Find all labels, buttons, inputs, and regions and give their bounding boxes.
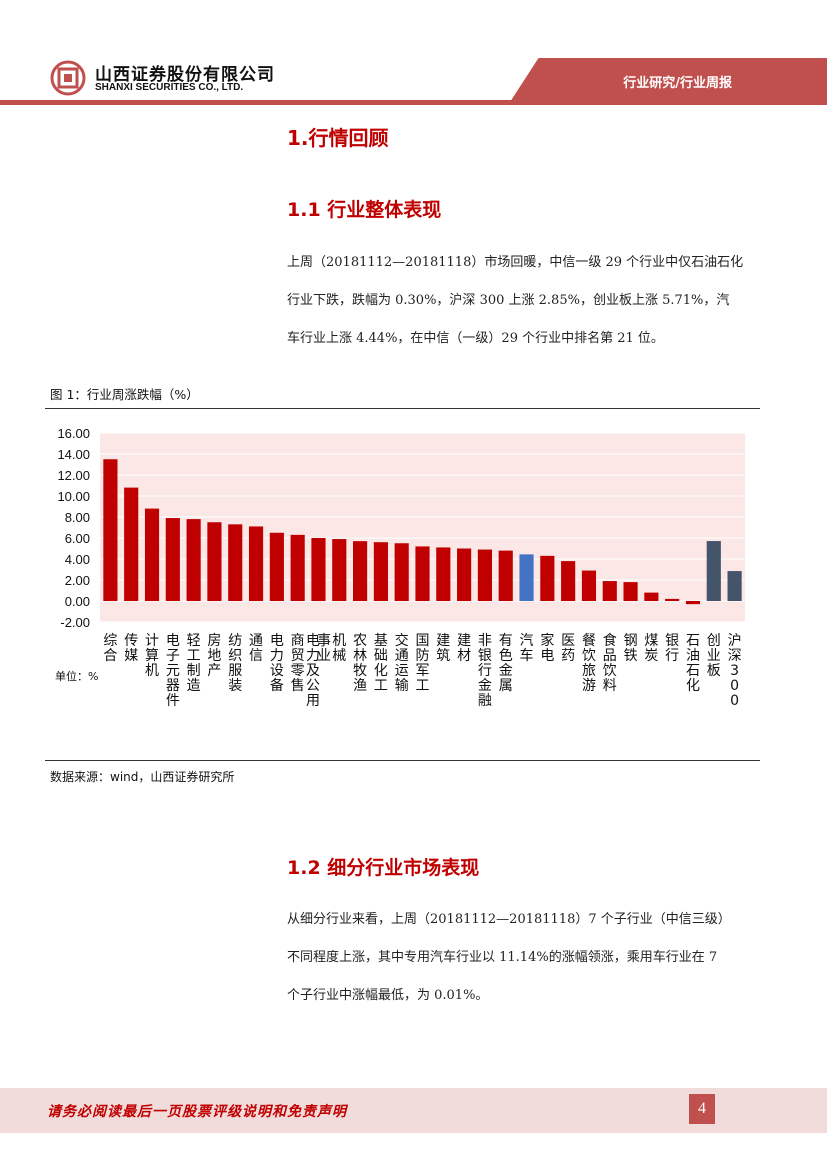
- x-tick-label: 通信: [249, 633, 263, 664]
- bar: [165, 518, 180, 601]
- bar: [581, 570, 597, 601]
- bar-chart: 16.00 14.00 12.00 10.00 8.00 6.00 4.00 2.00 0.00…: [55, 426, 745, 709]
- x-tick-label: 石油石化: [686, 633, 700, 694]
- y-tick-label: 14.00: [57, 447, 90, 462]
- bar: [623, 582, 638, 601]
- x-tick-label: 创业板: [707, 633, 721, 679]
- subsection-title-1-1: 1.1 行业整体表现: [287, 199, 442, 221]
- y-tick-label: 10.00: [57, 489, 90, 504]
- bar: [665, 598, 680, 601]
- bar: [311, 538, 326, 601]
- unit-label: 单位：%: [55, 669, 98, 683]
- bar: [498, 550, 513, 601]
- x-tick-label: 商贸零售: [291, 633, 305, 694]
- x-tick-label: 银行: [665, 633, 679, 664]
- x-tick-label: 有色金属: [499, 633, 513, 694]
- bar: [373, 542, 388, 601]
- figure-title: 图 1：行业周涨跌幅（%）: [50, 387, 199, 402]
- x-tick-label: 基础化工: [374, 632, 388, 694]
- bar: [103, 459, 118, 601]
- paragraph-line: 上周（20181112—20181118）市场回暖，中信一级 29 个行业中仅石…: [287, 255, 744, 270]
- bar: [394, 543, 409, 601]
- bar: [706, 541, 721, 601]
- paragraph-subindustry: 从细分行业来看，上周（20181112—20181118）7 个子行业（中信三级…: [287, 901, 777, 1015]
- x-tick-label: 建筑: [436, 633, 450, 664]
- y-tick-label: 6.00: [65, 531, 90, 546]
- section-tag-label: 行业研究/行业周报: [623, 76, 732, 91]
- bar: [269, 532, 284, 601]
- x-tick-label: 纺织服装: [228, 633, 242, 694]
- x-tick-label: 钢铁: [624, 633, 638, 664]
- y-tick-label: 16.00: [57, 426, 90, 441]
- y-tick-label: 2.00: [65, 573, 90, 588]
- x-tick-label: 农林牧渔: [353, 633, 367, 694]
- figure-source: 数据来源：wind，山西证券研究所: [50, 770, 235, 784]
- x-tick-label: 国防军工: [416, 633, 430, 694]
- y-tick-label: 0.00: [65, 594, 90, 609]
- subsection-title-1-2: 1.2 细分行业市场表现: [287, 857, 480, 879]
- y-tick-label: 12.00: [57, 468, 90, 483]
- bar: [540, 555, 555, 601]
- figure-bottom-rule: [45, 760, 760, 761]
- bar: [144, 508, 160, 601]
- paragraph-line: 从细分行业来看，上周（20181112—20181118）7 个子行业（中信三级…: [287, 912, 731, 927]
- company-name-cn: 山西证券股份有限公司: [95, 65, 275, 85]
- bar: [519, 554, 534, 601]
- bar: [415, 546, 430, 601]
- bar: [207, 522, 222, 601]
- x-tick-label: 餐饮旅游: [582, 633, 596, 694]
- bar: [602, 581, 617, 601]
- bar: [332, 539, 347, 601]
- x-tick-label: 食品饮料: [603, 632, 617, 694]
- bar: [124, 487, 139, 601]
- x-tick-label: 电力及公用事业: [306, 633, 331, 709]
- bar: [727, 571, 742, 601]
- paragraph-overall: 上周（20181112—20181118）市场回暖，中信一级 29 个行业中仅石…: [287, 244, 777, 358]
- company-name-en: SHANXI SECURITIES CO., LTD.: [95, 82, 244, 93]
- bar: [248, 526, 264, 601]
- x-tick-label: 轻工制造: [187, 633, 201, 694]
- bar: [685, 601, 701, 605]
- y-tick-label: 4.00: [65, 552, 90, 567]
- section-title: 1.行情回顾: [287, 126, 389, 150]
- bar: [457, 548, 472, 601]
- paragraph-line: 行业下跌，跌幅为 0.30%，沪深 300 上涨 2.85%，创业板上涨 5.7…: [287, 293, 730, 308]
- bar: [290, 534, 305, 601]
- x-tick-label: 电力设备: [270, 633, 284, 694]
- bar: [477, 549, 492, 601]
- x-tick-label: 交通运输: [395, 632, 409, 694]
- x-tick-label: 煤炭: [644, 633, 658, 664]
- x-tick-label: 家电: [540, 632, 554, 664]
- bar: [353, 541, 368, 601]
- section-tag: 行业研究/行业周报: [510, 58, 827, 102]
- x-tick-label: 医药: [561, 633, 575, 664]
- bar: [644, 592, 659, 601]
- x-tick-label: 房地产: [207, 633, 221, 679]
- x-tick-label: 电子元器件: [166, 633, 180, 709]
- x-tick-label: 沪深 3 0 0: [728, 633, 742, 709]
- page-number: 4: [689, 1094, 715, 1124]
- figure-top-rule: [45, 408, 760, 409]
- paragraph-line: 个子行业中涨幅最低，为 0.01%。: [287, 988, 489, 1003]
- x-tick-label: 机械: [332, 633, 346, 664]
- bar: [186, 519, 201, 601]
- x-tick-label: 汽车: [520, 633, 534, 664]
- bar: [436, 547, 451, 601]
- company-logo-icon: [50, 60, 86, 96]
- header-divider: [0, 100, 827, 105]
- paragraph-line: 车行业上涨 4.44%，在中信（一级）29 个行业中排名第 21 位。: [287, 331, 664, 346]
- paragraph-line: 不同程度上涨，其中专用汽车行业以 11.14%的涨幅领涨，乘用车行业在 7: [287, 950, 718, 965]
- bar: [561, 561, 576, 601]
- bar: [228, 524, 243, 601]
- y-tick-label: 8.00: [65, 510, 90, 525]
- x-tick-label: 非银行金融: [478, 633, 492, 709]
- y-tick-label: -2.00: [60, 615, 90, 630]
- page-header: 山西证券股份有限公司 SHANXI SECURITIES CO., LTD. 行…: [0, 0, 827, 110]
- x-tick-label: 传媒: [124, 633, 138, 664]
- x-tick-label: 综合: [103, 633, 117, 664]
- x-tick-label: 计算机: [145, 633, 159, 679]
- footer-disclaimer: 请务必阅读最后一页股票评级说明和免责声明: [47, 1104, 347, 1120]
- x-tick-label: 建材: [457, 633, 471, 664]
